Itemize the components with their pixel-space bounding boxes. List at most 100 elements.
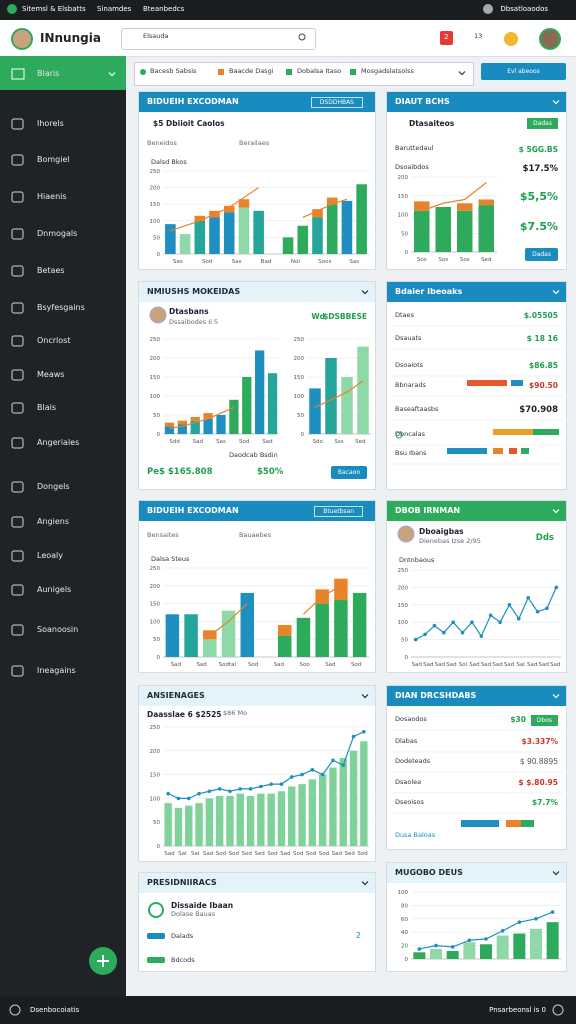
bar-segment (277, 624, 292, 636)
point (460, 630, 465, 635)
y-tick-label: 0 (405, 957, 409, 963)
bar (253, 210, 264, 254)
card-text: 2 (355, 931, 361, 940)
bar (352, 592, 367, 657)
card-title: Bdaier Ibeoaks (395, 287, 463, 296)
bar (496, 935, 509, 959)
sidebar-item[interactable]: Oncrlost (37, 336, 71, 345)
bar (435, 207, 451, 252)
card-title: MUGOBO DEUS (395, 868, 463, 877)
bar (203, 418, 213, 434)
sidebar-item[interactable]: Blaris (37, 69, 60, 78)
chart: 0 50 100 150 200 250 Sdd Sad Sas Sod Sad (150, 337, 279, 445)
y-tick-label: 0 (301, 432, 305, 438)
progress-bar (521, 820, 534, 827)
point (434, 943, 438, 948)
filter-chip[interactable]: Mosgadslatsolss (361, 67, 414, 75)
card-text: Pe$ $165.808 (147, 467, 213, 477)
search-box[interactable] (121, 28, 316, 50)
filter-button[interactable]: Evl abeoos (481, 63, 566, 81)
y-tick-label: 200 (398, 175, 409, 181)
top-bar (0, 0, 576, 20)
sidebar-item[interactable]: Hiaenis (37, 192, 67, 201)
bar (308, 779, 317, 846)
sidebar-item[interactable]: Dongels (37, 482, 70, 491)
bar (341, 377, 353, 434)
point (186, 796, 191, 801)
progress-bar (509, 448, 517, 454)
sidebar-item[interactable]: Betaes (37, 266, 65, 275)
card-header (387, 282, 566, 302)
sidebar-item[interactable]: Aunigels (37, 585, 72, 594)
x-tick-label: Sod (306, 851, 316, 857)
y-tick-label: 250 (150, 337, 161, 343)
bar-segment (177, 420, 187, 425)
filter-chip[interactable]: Dobalsa Itaso (297, 67, 342, 75)
card-tag[interactable]: Btuetbsan (314, 506, 363, 518)
card-text: Dboaigbas (419, 527, 464, 536)
bar-segment (238, 199, 250, 208)
bar (325, 358, 337, 434)
card-decoration (393, 694, 562, 827)
bar (195, 803, 203, 846)
chart: 0 20 40 60 80 100 (398, 890, 561, 963)
x-tick-label: Sed (345, 851, 355, 857)
x-tick-label: Sad (193, 439, 203, 445)
bar-segment (326, 197, 338, 205)
card-header (387, 92, 566, 112)
y-tick-label: 50 (153, 820, 160, 826)
filter-bar[interactable] (134, 62, 474, 86)
avatar (149, 306, 167, 324)
sidebar-item[interactable]: Angeriales (37, 438, 80, 447)
y-tick-label: 50 (153, 637, 160, 643)
top-bar-item[interactable]: Sinamdes (97, 5, 132, 13)
row-label: Dsaolea (395, 778, 422, 786)
chart: 0 50 100 150 200 Sos Sos Sos Sed (398, 175, 497, 263)
user-name[interactable]: Dbsatloaodos (500, 5, 548, 13)
filter-chip[interactable]: Baacde Dasgi (229, 67, 274, 75)
top-bar-item[interactable]: Bteanbedcs (143, 5, 185, 13)
row-value: $70.908 (519, 405, 558, 415)
y-tick-label: 250 (150, 566, 161, 572)
row-label: Dbncalas (395, 430, 425, 438)
sidebar-active[interactable] (0, 56, 126, 90)
sidebar-item[interactable]: Dnmogals (37, 229, 78, 238)
line (415, 587, 557, 641)
top-bar-item[interactable]: Sitemsl & Elsbatts (22, 5, 86, 13)
bar (246, 796, 255, 846)
card-text: $5 Dbiioit Caolos (153, 119, 225, 128)
y-tick-label: 250 (150, 169, 161, 175)
x-tick-label: Sas (232, 259, 242, 265)
card-title: DIAN DRCSHDABS (395, 691, 477, 700)
sidebar-item[interactable]: Blais (37, 403, 57, 412)
x-tick-label: Sad (527, 662, 537, 668)
sidebar-item[interactable]: Angiens (37, 517, 70, 526)
point (526, 596, 530, 600)
sidebar-item[interactable]: Meaws (37, 370, 65, 379)
point (341, 763, 346, 767)
card-text: Daasslae 6 $2525 (147, 710, 222, 719)
y-tick-label: 0 (157, 844, 161, 850)
x-tick-label: Sad (203, 851, 213, 857)
y-tick-label: 200 (150, 749, 161, 755)
filter-chip[interactable]: Bacesb Sabsis (150, 67, 197, 75)
sidebar-item[interactable]: Bomgiel (37, 155, 70, 164)
row-label: Dsauats (395, 334, 422, 342)
point (300, 772, 304, 777)
x-tick-label: Sad (325, 662, 335, 668)
y-tick-label: 50 (297, 413, 304, 419)
card-header (387, 863, 566, 883)
line (169, 406, 235, 429)
x-tick-label: Sad (435, 662, 445, 668)
bar (203, 639, 217, 657)
progress-bar (493, 448, 503, 454)
bar (282, 237, 294, 254)
sidebar-item[interactable]: Leoaly (37, 551, 63, 560)
bar (242, 377, 252, 434)
sidebar-item[interactable]: Ineagains (37, 666, 76, 675)
sidebar-item[interactable]: Soanoosin (37, 625, 79, 634)
card-tag[interactable]: DSDDHBAS (310, 97, 363, 109)
y-tick-label: 150 (398, 603, 409, 609)
sidebar-item[interactable]: Bsyfesgains (37, 303, 85, 312)
sidebar-item[interactable]: Ihorels (37, 119, 64, 128)
